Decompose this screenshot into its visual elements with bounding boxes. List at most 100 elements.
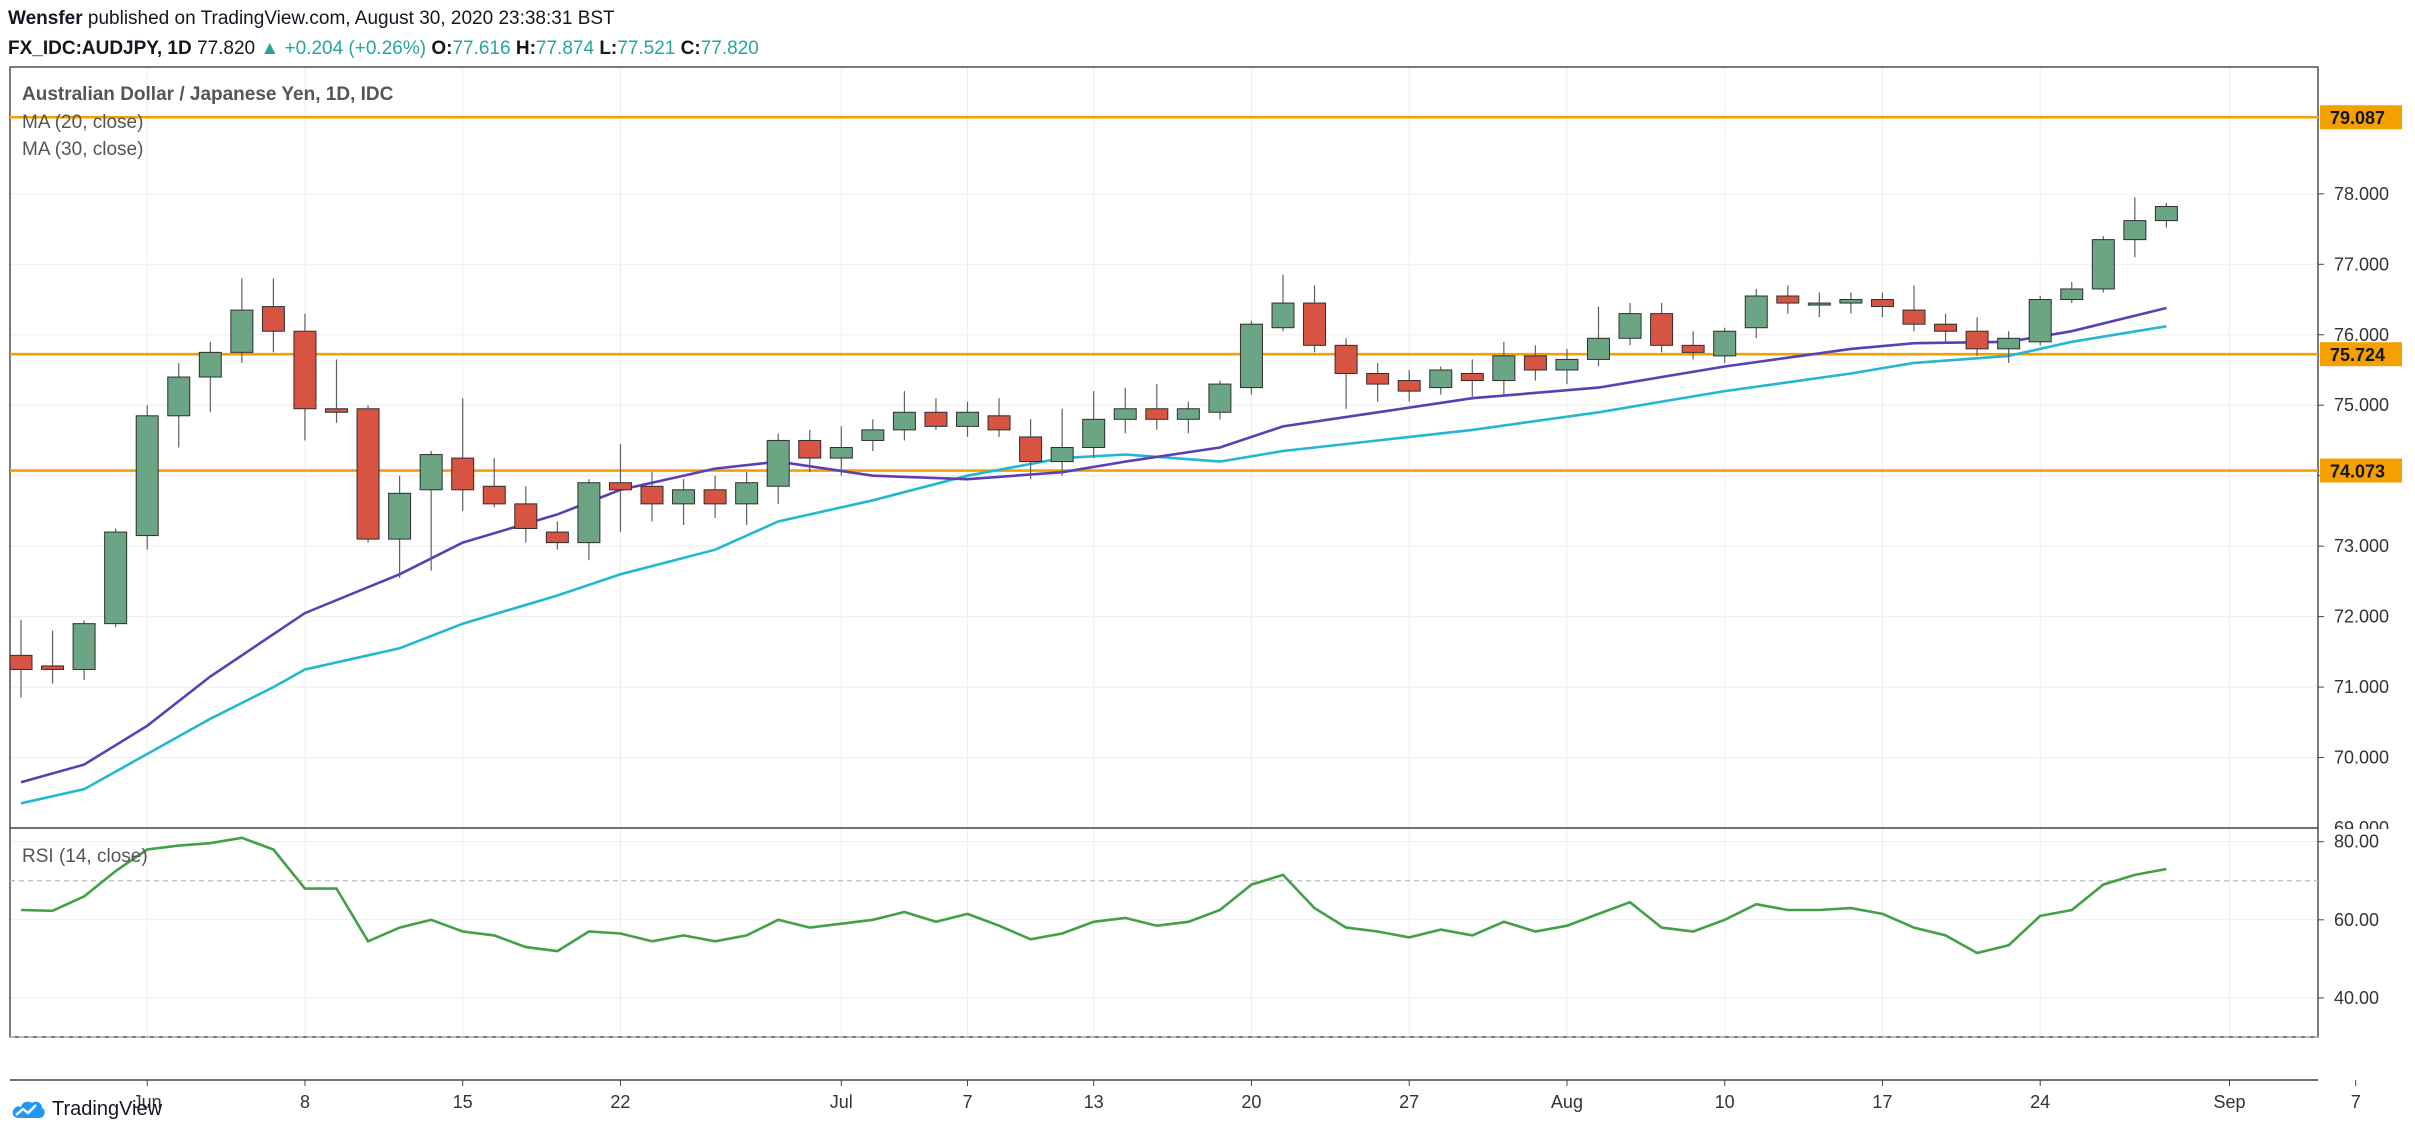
brand-text: TradingView — [52, 1097, 163, 1120]
candle-up — [198, 341, 222, 413]
candle-up — [1271, 274, 1295, 332]
candle-body — [1239, 323, 1263, 389]
time-tick-label: 15 — [453, 1092, 473, 1112]
candle-body — [325, 408, 348, 413]
candle-body — [1397, 380, 1421, 392]
high-value: 77.874 — [535, 38, 595, 59]
candle-body — [167, 376, 191, 417]
price-tick-label: 75.000 — [2334, 395, 2389, 415]
candle-down — [1145, 384, 1169, 430]
grid — [10, 67, 2357, 1037]
candle-down — [261, 278, 285, 353]
tradingview-logo[interactable]: TradingView — [10, 1097, 162, 1121]
candle-body — [419, 454, 443, 491]
candle-body — [1050, 447, 1074, 463]
candle-body — [672, 489, 696, 505]
chart-frame — [9, 66, 2319, 1038]
candle-up — [1239, 320, 1263, 395]
price-tick-label: 78.000 — [2334, 184, 2389, 204]
candle-up — [2060, 281, 2084, 304]
level-badge — [2320, 105, 2402, 130]
tradingview-cloud-icon — [12, 1101, 45, 1118]
candle-up — [2154, 202, 2178, 228]
candle-body — [1618, 313, 1642, 339]
publish-line: Wensfer published on TradingView.com, Au… — [8, 4, 759, 34]
last-price: 77.820 — [197, 38, 256, 59]
candle-up — [1492, 341, 1516, 395]
candle-up — [1807, 292, 1831, 318]
candle-body — [1271, 302, 1295, 329]
candle-body — [608, 482, 632, 491]
time-tick-label: 17 — [1872, 1092, 1892, 1112]
candle-down — [356, 405, 380, 543]
candle-body — [2060, 288, 2084, 301]
author-name[interactable]: Wensfer — [8, 8, 83, 29]
candle-body — [829, 447, 853, 459]
price-tick-label: 71.000 — [2334, 677, 2389, 697]
indicator-legend: MA (20, close) — [22, 112, 143, 133]
open-value: 77.616 — [452, 38, 511, 59]
candle-down — [1965, 317, 1989, 356]
candle-up — [1997, 331, 2021, 363]
price-change: +0.204 (+0.26%) — [284, 38, 427, 59]
candle-body — [956, 411, 979, 427]
candle-body — [2123, 220, 2147, 241]
price-axis: 70.00071.00072.00073.00074.00075.00076.0… — [2318, 67, 2415, 1037]
candle-body — [1019, 436, 1043, 463]
candle-up — [1587, 306, 1610, 367]
symbol-name[interactable]: FX_IDC:AUDJPY, 1D — [8, 38, 192, 59]
level-badge-label: 79.087 — [2330, 108, 2385, 128]
candle-down — [545, 521, 569, 550]
candle-down — [1681, 331, 1705, 360]
rsi-tick-label: 60.00 — [2334, 910, 2379, 930]
candle-body — [1587, 337, 1610, 360]
level-badge-label: 75.724 — [2330, 345, 2385, 365]
time-tick-label: 24 — [2030, 1092, 2050, 1112]
candle-body — [1997, 337, 2021, 350]
price-tick-label: 76.000 — [2334, 325, 2389, 345]
publish-text: published on TradingView.com, August 30,… — [87, 8, 615, 29]
candle-up — [577, 479, 601, 561]
candle-body — [1839, 299, 1863, 304]
rsi-line — [20, 836, 2167, 955]
candle-body — [1870, 299, 1894, 308]
candle-up — [1082, 391, 1106, 459]
candle-body — [9, 654, 33, 670]
candle-down — [1650, 303, 1674, 353]
time-tick-label: Sep — [2213, 1092, 2245, 1112]
candle-down — [1934, 313, 1958, 342]
candle-body — [72, 623, 96, 670]
candle-body — [356, 408, 380, 540]
candle-body — [1208, 383, 1232, 413]
candle-body — [1650, 313, 1674, 346]
candle-body — [545, 531, 569, 544]
candle-up — [1618, 303, 1642, 346]
candle-up — [72, 620, 96, 681]
candle-down — [1397, 369, 1421, 402]
candle-body — [2154, 206, 2178, 222]
candle-body — [861, 429, 885, 441]
candle-body — [1776, 295, 1800, 304]
candle-body — [1429, 369, 1453, 389]
candle-body — [1902, 309, 1926, 325]
candle-down — [924, 398, 948, 430]
candle-up — [230, 278, 254, 363]
time-tick-label: 13 — [1084, 1092, 1104, 1112]
candle-down — [9, 620, 33, 698]
candle-body — [766, 439, 790, 487]
candle-down — [608, 443, 632, 533]
symbol-description: Australian Dollar / Japanese Yen, 1D, ID… — [22, 84, 394, 105]
candle-up — [829, 426, 853, 476]
symbol-line: FX_IDC:AUDJPY, 1D 77.820 ▲ +0.204 (+0.26… — [8, 38, 759, 59]
candle-down — [1019, 419, 1043, 480]
candle-body — [1681, 344, 1705, 353]
candle-up — [1839, 292, 1863, 314]
candle-body — [798, 439, 822, 459]
candle-body — [451, 457, 475, 491]
rsi-tick-label: 80.00 — [2334, 832, 2379, 852]
candle-up — [956, 401, 979, 437]
candle-down — [1366, 362, 1390, 402]
candle-up — [2123, 197, 2147, 258]
candle-down — [482, 458, 506, 508]
